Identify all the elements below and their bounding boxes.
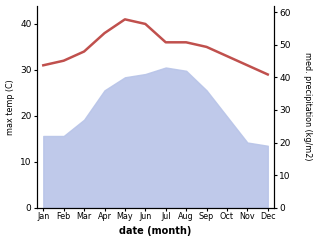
X-axis label: date (month): date (month)	[119, 227, 192, 236]
Y-axis label: med. precipitation (kg/m2): med. precipitation (kg/m2)	[303, 52, 313, 161]
Y-axis label: max temp (C): max temp (C)	[5, 79, 15, 135]
